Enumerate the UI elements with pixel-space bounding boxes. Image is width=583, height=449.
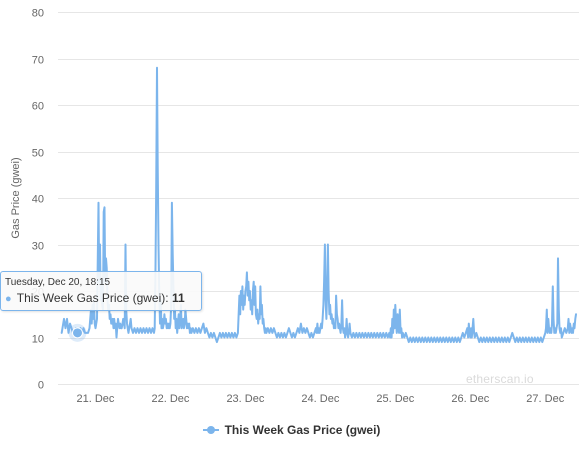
y-tick-label: 70 <box>32 55 44 67</box>
x-tick-label: 21. Dec <box>77 393 115 405</box>
legend-series-marker-icon[interactable] <box>202 425 219 435</box>
watermark-logo: etherscan.io <box>466 372 534 386</box>
tooltip-row: ● This Week Gas Price (gwei): 11 <box>5 291 185 305</box>
watermark-text: etherscan.io <box>466 372 534 386</box>
series-group <box>60 66 577 344</box>
y-tick-label: 10 <box>32 334 44 346</box>
tooltip-series-dot-icon: ● <box>5 293 12 305</box>
legend-series-label[interactable]: This Week Gas Price (gwei) <box>224 423 381 437</box>
y-axis-tick-labels: 01020304050607080 <box>32 8 44 392</box>
x-axis-tick-labels: 21. Dec 22. Dec 23. Dec 24. Dec 25. Dec 26. D… <box>77 393 565 405</box>
chart-tooltip: Tuesday, Dec 20, 18:15 ● This Week Gas P… <box>0 271 202 311</box>
y-tick-label: 30 <box>32 241 44 253</box>
tooltip-value: 11 <box>171 291 185 305</box>
x-tick-label: 27. Dec <box>526 393 564 405</box>
hover-marker-group <box>68 323 87 342</box>
chart-legend[interactable]: This Week Gas Price (gwei) <box>0 423 583 437</box>
x-tick-label: 23. Dec <box>226 393 264 405</box>
tooltip-series-label: This Week Gas Price (gwei) <box>16 291 166 305</box>
x-tick-label: 25. Dec <box>376 393 414 405</box>
tooltip-date: Tuesday, Dec 20, 18:15 <box>5 277 111 288</box>
y-tick-label: 80 <box>32 8 44 20</box>
hover-point[interactable] <box>71 327 83 339</box>
x-tick-label: 22. Dec <box>151 393 189 405</box>
y-tick-label: 40 <box>32 194 44 206</box>
y-tick-label: 0 <box>38 380 44 392</box>
y-axis-title: Gas Price (gwei) <box>10 157 22 238</box>
x-tick-label: 24. Dec <box>301 393 339 405</box>
y-tick-label: 50 <box>32 148 44 160</box>
y-tick-label: 60 <box>32 101 44 113</box>
series-line-0[interactable] <box>60 66 577 344</box>
x-tick-label: 26. Dec <box>451 393 489 405</box>
